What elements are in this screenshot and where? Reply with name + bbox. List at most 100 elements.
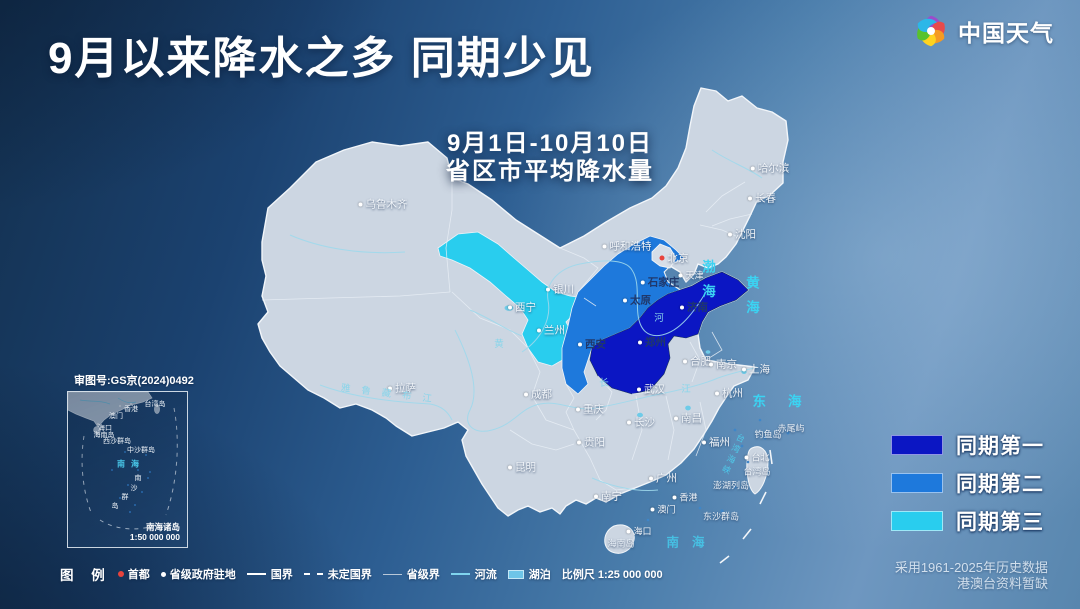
legend-label-rank2: 同期第二: [956, 473, 1044, 496]
map-label: 沈阳: [728, 227, 756, 242]
map-label: 香港: [124, 406, 138, 413]
data-source-credit: 采用1961-2025年历史数据 港澳台资料暂缺: [895, 560, 1048, 592]
map-label: 上海: [742, 362, 770, 377]
map-label: 南宁: [594, 489, 622, 504]
logo-petal: [917, 18, 938, 33]
map-label: 中沙群岛: [127, 447, 155, 454]
key-national-border: 国界: [246, 566, 293, 582]
legend-row-1: 同期第一: [891, 435, 1044, 458]
map-label: 兰州: [537, 323, 565, 338]
credit-line-2: 港澳台资料暂缺: [956, 576, 1048, 591]
brand-logo: 中国天气: [912, 12, 1054, 50]
map-label: 乌鲁木齐: [359, 197, 408, 212]
key-capital: 首都: [117, 566, 150, 582]
map-label: 贵阳: [577, 435, 605, 450]
map-label: 武汉: [637, 382, 665, 397]
river-line-icon: [450, 573, 470, 575]
map-label: 沙: [130, 485, 138, 492]
map-label: 澳门: [650, 503, 675, 516]
inset-map-shapes: [67, 391, 178, 530]
key-scale: 比例尺 1:25 000 000: [561, 569, 663, 581]
map-label: 海口: [98, 425, 112, 432]
legend-row-2: 同期第二: [891, 473, 1044, 496]
map-label: 台湾岛: [144, 401, 166, 408]
map-label: 南海: [117, 459, 145, 469]
subtitle-dates: 9月1日-10月10日: [446, 130, 654, 157]
map-label: 长沙: [627, 415, 655, 430]
legend-swatch-rank2: [891, 473, 943, 493]
map-label: 澎湖列岛: [712, 480, 750, 491]
page-title: 9月以来降水之多 同期少见: [48, 34, 595, 83]
map-label: 成都: [524, 387, 552, 402]
map-label: 海南岛: [607, 538, 635, 549]
map-label: 赤尾屿: [777, 423, 805, 434]
map-label: 拉萨: [388, 381, 416, 396]
map-label: 杭州: [715, 386, 743, 401]
lake-swatch-icon: [507, 569, 524, 579]
map-label: 香港: [672, 491, 697, 504]
map-label: 银川: [546, 282, 574, 297]
map-label: 群: [121, 494, 129, 501]
sea-boundary-dashes: [719, 449, 773, 564]
map-label: 太原: [623, 293, 651, 308]
map-key: 图 例 首都 省级政府驻地 国界 未定国界 省级界 河流 湖泊 比例尺 1:25…: [60, 564, 674, 584]
inset-caption: 南海诸岛 1:50 000 000: [98, 522, 180, 542]
map-label: 福州: [702, 435, 730, 450]
key-prov-border: 省级界: [382, 566, 440, 582]
map-label: 东海: [752, 394, 824, 409]
map-label: 钓鱼岛: [754, 429, 782, 440]
map-label: 济南: [680, 300, 708, 315]
map-label: 海口: [626, 525, 651, 538]
map-approval-number: 审图号:GS京(2024)0492: [74, 375, 194, 387]
map-label: 西宁: [508, 300, 536, 315]
map-label: 南海: [666, 535, 718, 550]
map-label: 西沙群岛: [103, 438, 131, 445]
prov-border-line-icon: [382, 573, 402, 575]
capital-dot-icon: [117, 571, 124, 577]
subtitle-metric: 省区市平均降水量: [446, 158, 654, 185]
map-label: 河: [654, 313, 664, 324]
south-china-sea-inset: [67, 391, 188, 548]
legend-swatch-rank1: [891, 435, 943, 455]
prov-seat-dot-icon: [160, 571, 166, 577]
map-label: 黄: [494, 339, 504, 350]
key-prov-seat: 省级政府驻地: [160, 566, 236, 582]
credit-line-1: 采用1961-2025年历史数据: [894, 560, 1048, 575]
map-label: 天津: [678, 269, 703, 282]
map-label: 南京: [709, 357, 737, 372]
map-label: 台湾岛: [743, 466, 771, 477]
map-label: 渤海: [700, 259, 715, 309]
key-river: 河流: [450, 566, 497, 582]
map-label: 西安: [578, 337, 606, 352]
legend-swatch-rank3: [891, 511, 943, 531]
key-undefined-border: 未定国界: [303, 566, 372, 582]
map-label: 合肥: [683, 354, 711, 369]
map-label: 南昌: [674, 411, 702, 426]
map-label: 广州: [649, 471, 677, 486]
map-subtitle: 9月1日-10月10日 省区市平均降水量: [446, 130, 654, 186]
map-label: 台北: [744, 451, 769, 464]
inset-caption-scale: 1:50 000 000: [129, 532, 180, 542]
rank-legend: 同期第一 同期第二 同期第三: [891, 435, 1044, 549]
map-label: 昆明: [508, 460, 536, 475]
key-lake: 湖泊: [507, 566, 551, 582]
map-label: 海南岛: [93, 432, 115, 439]
legend-row-3: 同期第三: [891, 511, 1044, 534]
map-key-title: 图 例: [60, 568, 112, 583]
map-label: 南: [134, 475, 142, 482]
map-label: 呼和浩特: [603, 239, 652, 254]
map-label: 黄海: [744, 275, 759, 325]
map-label: 东沙群岛: [702, 511, 740, 522]
map-label: 长春: [748, 191, 776, 206]
map-label: 岛: [111, 503, 119, 510]
map-label: 石家庄: [641, 275, 680, 290]
map-label: 北京: [660, 251, 689, 266]
map-label: 澳门: [109, 413, 123, 420]
map-label: 江: [681, 384, 691, 395]
map-label: 重庆: [576, 402, 604, 417]
inset-caption-name: 南海诸岛: [145, 522, 180, 532]
legend-label-rank3: 同期第三: [956, 511, 1044, 534]
weather-pinwheel-icon: [917, 15, 945, 47]
undefined-border-line-icon: [303, 573, 323, 575]
